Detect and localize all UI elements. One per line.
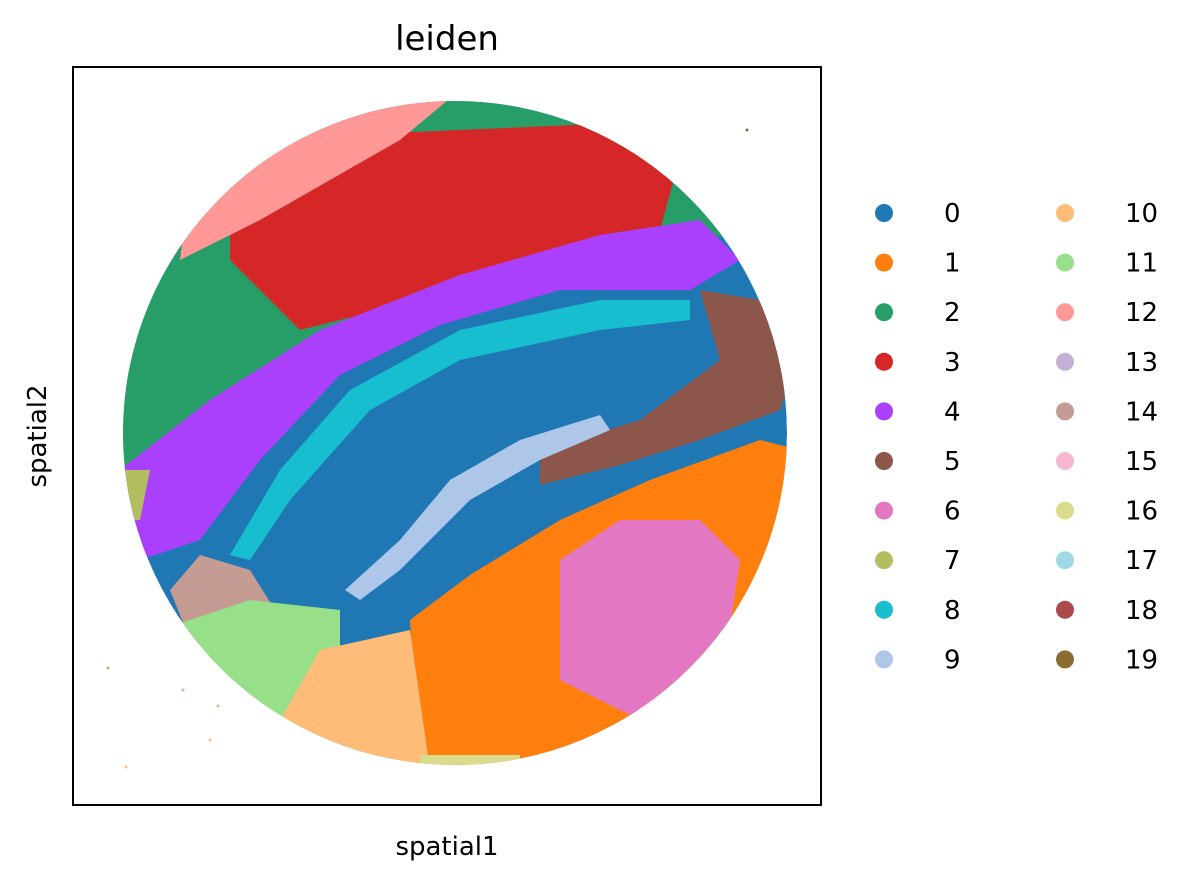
legend-label-9: 9 bbox=[944, 645, 961, 675]
stray-point-4 bbox=[124, 765, 128, 769]
legend-label-8: 8 bbox=[944, 596, 961, 626]
legend-label-6: 6 bbox=[944, 497, 961, 527]
legend-label-7: 7 bbox=[944, 546, 961, 576]
legend-label-19: 19 bbox=[1125, 645, 1158, 675]
legend-label-15: 15 bbox=[1125, 447, 1158, 477]
legend-marker-7 bbox=[875, 551, 893, 570]
legend-marker-11 bbox=[1056, 253, 1074, 272]
cluster-region-16 bbox=[420, 755, 520, 765]
plot-frame bbox=[72, 66, 822, 806]
legend-label-3: 3 bbox=[944, 348, 961, 378]
legend-marker-6 bbox=[875, 501, 893, 520]
x-axis-label: spatial1 bbox=[395, 832, 498, 862]
legend-marker-13 bbox=[1056, 352, 1074, 371]
stray-point-5 bbox=[216, 704, 220, 708]
cluster-region-3 bbox=[230, 120, 690, 330]
stray-point-0 bbox=[745, 128, 749, 132]
chart-title: leiden bbox=[395, 19, 499, 59]
legend-marker-15 bbox=[1056, 452, 1074, 470]
y-axis-label: spatial2 bbox=[23, 384, 53, 487]
legend-marker-0 bbox=[875, 204, 893, 222]
legend-label-0: 0 bbox=[944, 199, 961, 229]
legend-marker-16 bbox=[1056, 501, 1074, 520]
legend-marker-14 bbox=[1056, 402, 1074, 421]
legend-label-14: 14 bbox=[1125, 397, 1158, 427]
legend-label-10: 10 bbox=[1125, 199, 1158, 229]
cluster-region-7 bbox=[123, 470, 150, 520]
legend-label-13: 13 bbox=[1125, 348, 1158, 378]
legend-marker-2 bbox=[875, 303, 893, 322]
cluster-region-8 bbox=[230, 300, 690, 560]
cluster-region-5 bbox=[540, 290, 787, 485]
cluster-region-10 bbox=[280, 630, 430, 765]
legend-marker-17 bbox=[1056, 551, 1074, 570]
legend-label-1: 1 bbox=[944, 249, 961, 279]
legend-label-12: 12 bbox=[1125, 298, 1158, 328]
stray-point-3 bbox=[208, 738, 212, 742]
cluster-region-4 bbox=[123, 220, 740, 560]
legend-label-16: 16 bbox=[1125, 497, 1158, 527]
legend-marker-1 bbox=[875, 253, 893, 272]
scatter-points bbox=[106, 101, 787, 769]
legend-marker-8 bbox=[875, 600, 893, 619]
legend-marker-5 bbox=[875, 452, 893, 470]
legend-marker-18 bbox=[1056, 600, 1074, 619]
legend-marker-19 bbox=[1056, 650, 1074, 669]
legend-label-5: 5 bbox=[944, 447, 961, 477]
legend-marker-3 bbox=[875, 352, 893, 371]
cluster-region-9 bbox=[345, 415, 610, 600]
legend-marker-9 bbox=[875, 650, 893, 669]
stray-point-1 bbox=[106, 666, 110, 670]
legend-label-11: 11 bbox=[1125, 249, 1158, 279]
legend-marker-12 bbox=[1056, 303, 1074, 322]
legend-marker-10 bbox=[1056, 204, 1074, 222]
stray-point-2 bbox=[181, 688, 185, 692]
cluster-region-6 bbox=[560, 520, 740, 720]
legend-label-18: 18 bbox=[1125, 596, 1158, 626]
legend-label-4: 4 bbox=[944, 397, 961, 427]
legend-label-17: 17 bbox=[1125, 546, 1158, 576]
legend-marker-4 bbox=[875, 402, 893, 421]
legend-label-2: 2 bbox=[944, 298, 961, 328]
